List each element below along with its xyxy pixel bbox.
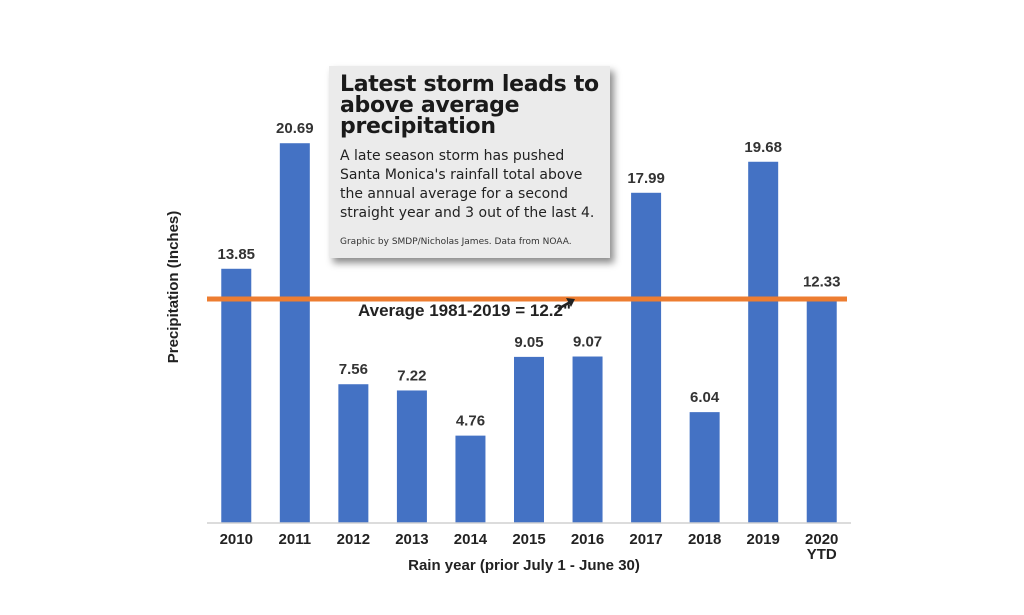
category-labels: 2010 2011 2012 2013 2014 2015 2016 2017 2018 2019…	[220, 531, 839, 563]
bar-value-label: 20.69	[276, 120, 314, 137]
average-line-label: Average 1981-2019 = 12.2"	[358, 301, 571, 320]
bar-2017	[631, 192, 662, 523]
bars-group	[221, 143, 837, 523]
bar-value-label: 13.85	[217, 246, 255, 263]
bar-value-label: 6.04	[690, 389, 720, 406]
category-label: 2019	[746, 531, 779, 548]
bar-value-label: 17.99	[627, 170, 665, 187]
bar-2020	[806, 296, 837, 523]
category-label: 2016	[571, 531, 604, 548]
bar-value-labels: 13.85 20.69 7.56 7.22 4.76 9.05 9.07 17.99 6.04 1…	[217, 120, 840, 429]
y-axis-title: Precipitation (Inches)	[165, 211, 182, 364]
arrow-head-icon	[566, 298, 575, 307]
bar-2018	[689, 412, 720, 523]
bar-value-label: 12.33	[803, 274, 841, 291]
bar-2014	[455, 435, 486, 523]
bar-2016	[572, 356, 603, 523]
bar-2019	[748, 161, 779, 523]
bar-2012	[338, 384, 369, 523]
category-label: 2014	[454, 531, 488, 548]
category-label: 2011	[279, 531, 312, 548]
bar-2010	[221, 268, 252, 523]
x-axis-title: Rain year (prior July 1 - June 30)	[408, 557, 640, 574]
category-label: 2013	[395, 531, 428, 548]
category-label: 2010	[220, 531, 253, 548]
category-label: 2017	[629, 531, 662, 548]
bar-value-label: 19.68	[744, 139, 782, 156]
chart-description: A late season storm has pushed Santa Mon…	[340, 148, 595, 221]
chart-credit: Graphic by SMDP/Nicholas James. Data fro…	[340, 237, 572, 247]
bar-value-label: 9.07	[573, 334, 602, 351]
category-label: 2012	[337, 531, 370, 548]
bar-2013	[396, 390, 427, 523]
bar-value-label: 7.22	[397, 367, 426, 384]
chart-title: Latest storm leads to above average prec…	[340, 72, 599, 139]
category-label: 2018	[688, 531, 721, 548]
info-box: Latest storm leads to above average prec…	[329, 66, 610, 258]
category-label: 2020 YTD	[805, 531, 838, 563]
bar-value-label: 7.56	[339, 361, 368, 378]
bar-value-label: 4.76	[456, 413, 485, 430]
category-label: 2015	[512, 531, 545, 548]
bar-2015	[514, 356, 544, 523]
bar-2011	[279, 143, 310, 523]
bar-value-label: 9.05	[514, 334, 543, 351]
